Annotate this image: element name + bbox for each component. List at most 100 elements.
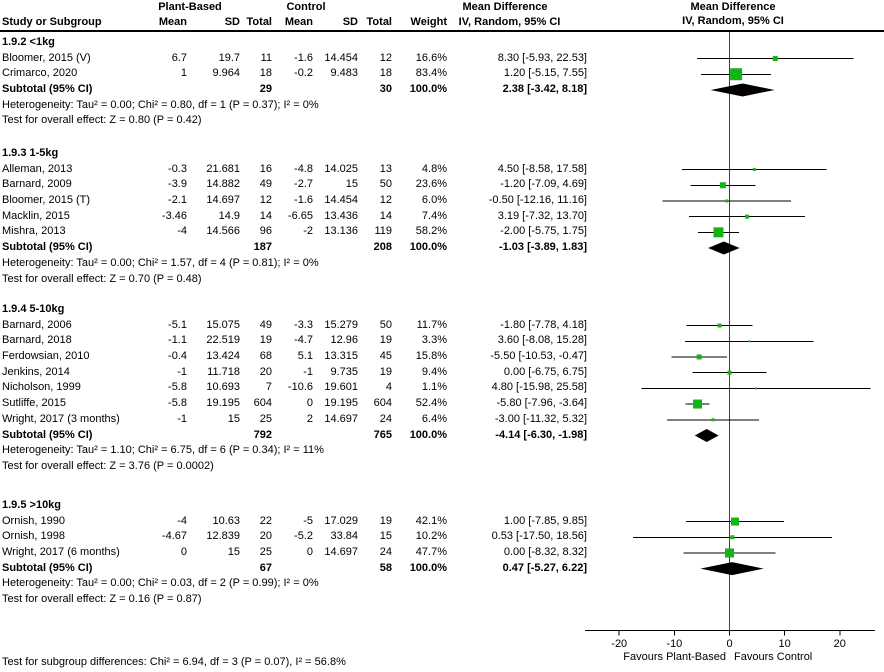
sd-pb-cell: 12.839 bbox=[206, 530, 240, 543]
subgroup-section: 1.9.3 1-5kg Alleman, 2013 -0.3 21.681 16 -4.8… bbox=[0, 146, 588, 287]
study-name: Barnard, 2018 bbox=[2, 334, 72, 347]
study-name: Bloomer, 2015 (V) bbox=[2, 51, 91, 64]
mean-pb-cell: -1 bbox=[177, 365, 187, 378]
mean-control-cell: -5 bbox=[303, 514, 313, 527]
total-control-cell: 13 bbox=[379, 162, 392, 175]
mean-pb-cell: 1 bbox=[180, 67, 187, 80]
total-pb-cell: 7 bbox=[265, 381, 272, 394]
sd-control-cell: 15 bbox=[345, 178, 358, 191]
ci-cell: 2.38 [-3.42, 8.18] bbox=[502, 83, 587, 96]
sd-pb-cell: 22.519 bbox=[206, 334, 240, 347]
sd-pb-cell: 9.964 bbox=[212, 67, 240, 80]
group1-header: Plant-Based bbox=[158, 1, 222, 13]
ci-cell: -5.50 [-10.53, -0.47] bbox=[490, 350, 587, 363]
subtotal-label: Subtotal (95% CI) bbox=[2, 561, 93, 574]
heterogeneity-text: Heterogeneity: Tau² = 0.00; Chi² = 1.57,… bbox=[2, 256, 319, 269]
study-name: Sutliffe, 2015 bbox=[2, 397, 67, 410]
sd-pb-cell: 10.693 bbox=[206, 381, 240, 394]
overall-effect-text: Test for overall effect: Z = 0.16 (P = 0… bbox=[2, 593, 202, 606]
effect-square bbox=[730, 535, 735, 540]
plot-method-header: IV, Random, 95% CI bbox=[682, 15, 784, 27]
total-control-cell: 14 bbox=[379, 209, 392, 222]
study-name: Barnard, 2006 bbox=[2, 318, 72, 331]
study-row: Crimarco, 2020 1 9.964 18 -0.2 9.483 18 83.4% 1.… bbox=[0, 66, 588, 82]
total-pb-cell: 12 bbox=[259, 194, 272, 207]
weight-header: Weight bbox=[410, 16, 447, 28]
total-pb-cell: 14 bbox=[259, 209, 272, 222]
mean-control-cell: -10.6 bbox=[287, 381, 313, 394]
sd-pb-cell: 14.697 bbox=[206, 194, 240, 207]
subgroup-label: 1.9.3 1-5kg bbox=[2, 147, 59, 159]
study-name: Wright, 2017 (3 months) bbox=[2, 412, 120, 425]
total-pb-cell: 604 bbox=[253, 397, 272, 410]
total-control-cell: 18 bbox=[379, 67, 392, 80]
total-pb-cell: 49 bbox=[259, 318, 272, 331]
effect-square bbox=[727, 370, 732, 375]
mean-pb-cell: -1 bbox=[177, 412, 187, 425]
total-control-cell: 19 bbox=[379, 365, 392, 378]
sd-pb-cell: 19.7 bbox=[218, 51, 240, 64]
sd-control-cell: 14.697 bbox=[324, 412, 358, 425]
effect-square bbox=[730, 68, 743, 81]
mean-pb-header: Mean bbox=[158, 16, 187, 28]
ci-cell: 0.00 [-8.32, 8.32] bbox=[503, 546, 587, 559]
mean-control-cell: -1.6 bbox=[294, 51, 313, 64]
weight-cell: 4.8% bbox=[421, 162, 447, 175]
spacer-cell bbox=[272, 561, 313, 577]
mean-control-cell: -4.8 bbox=[294, 162, 313, 175]
total-control-cell: 50 bbox=[379, 178, 392, 191]
mean-pb-cell: -5.8 bbox=[168, 397, 187, 410]
mean-pb-cell: -1.1 bbox=[168, 334, 187, 347]
weight-cell: 9.4% bbox=[421, 365, 447, 378]
total-pb-cell: 11 bbox=[260, 51, 272, 64]
study-row: Bloomer, 2015 (V) 6.7 19.7 11 -1.6 14.454 12 16… bbox=[0, 51, 588, 67]
sd-control-header: SD bbox=[342, 16, 358, 28]
total-pb-cell: 18 bbox=[259, 67, 272, 80]
mean-pb-cell: -3.9 bbox=[168, 178, 187, 191]
sd-control-cell: 33.84 bbox=[330, 530, 358, 543]
ci-cell: -5.80 [-7.96, -3.64] bbox=[496, 397, 588, 410]
sd-control-cell: 9.735 bbox=[330, 365, 358, 378]
weight-cell: 100.0% bbox=[409, 241, 447, 254]
ci-cell: 3.19 [-7.32, 13.70] bbox=[497, 209, 587, 222]
sd-pb-cell: 13.424 bbox=[206, 350, 240, 363]
ci-cell: 0.47 [-5.27, 6.22] bbox=[502, 561, 587, 574]
effect-square bbox=[693, 399, 703, 409]
column-headers: Study or Subgroup Mean SD Total Mean SD … bbox=[0, 15, 447, 29]
weight-cell: 6.4% bbox=[421, 412, 447, 425]
spacer-cell bbox=[313, 240, 358, 256]
total-pb-cell: 67 bbox=[259, 561, 272, 574]
study-row: Macklin, 2015 -3.46 14.9 14 -6.65 13.436 14 7.4… bbox=[0, 209, 588, 225]
mean-control-cell: -2 bbox=[303, 225, 313, 238]
group2-header: Control bbox=[286, 1, 326, 13]
subtotal-diamond bbox=[700, 562, 764, 576]
spacer-cell bbox=[272, 240, 313, 256]
mean-control-cell: 5.1 bbox=[297, 350, 313, 363]
total-control-cell: 19 bbox=[379, 514, 392, 527]
study-row: Bloomer, 2015 (T) -2.1 14.697 12 -1.6 14.454 1… bbox=[0, 193, 588, 209]
mean-pb-cell: 6.7 bbox=[171, 51, 187, 64]
study-name: Ornish, 1990 bbox=[2, 514, 65, 527]
total-control-cell: 119 bbox=[374, 225, 392, 238]
ci-cell: -1.80 [-7.78, 4.18] bbox=[500, 318, 587, 331]
mean-control-cell: 0 bbox=[306, 546, 313, 559]
subtotal-row: Subtotal (95% CI) 792 765 100.0% -4.14 [-6.3… bbox=[0, 428, 588, 444]
total-pb-cell: 29 bbox=[259, 83, 272, 96]
mean-control-cell: -5.2 bbox=[294, 530, 313, 543]
total-control-cell: 15 bbox=[379, 530, 392, 543]
weight-cell: 58.2% bbox=[415, 225, 447, 238]
spacer-cell bbox=[313, 428, 358, 444]
mean-pb-cell: -5.1 bbox=[168, 318, 187, 331]
study-row: Alleman, 2013 -0.3 21.681 16 -4.8 14.025 13 4.8… bbox=[0, 162, 588, 178]
sd-control-cell: 14.454 bbox=[324, 194, 358, 207]
study-name: Barnard, 2009 bbox=[2, 178, 72, 191]
mean-pb-cell: -5.8 bbox=[168, 381, 187, 394]
ci-cell: 8.30 [-5.93, 22.53] bbox=[497, 51, 587, 64]
study-row: Mishra, 2013 -4 14.566 96 -2 13.136 119 58.2% -2… bbox=[0, 224, 588, 240]
study-row: Ferdowsian, 2010 -0.4 13.424 68 5.1 13.315 45 1… bbox=[0, 349, 588, 365]
weight-cell: 15.8% bbox=[415, 350, 447, 363]
weight-cell: 3.3% bbox=[421, 334, 447, 347]
spacer-cell bbox=[272, 428, 313, 444]
total-pb-cell: 20 bbox=[259, 365, 272, 378]
heterogeneity-text: Heterogeneity: Tau² = 1.10; Chi² = 6.75,… bbox=[2, 444, 324, 457]
